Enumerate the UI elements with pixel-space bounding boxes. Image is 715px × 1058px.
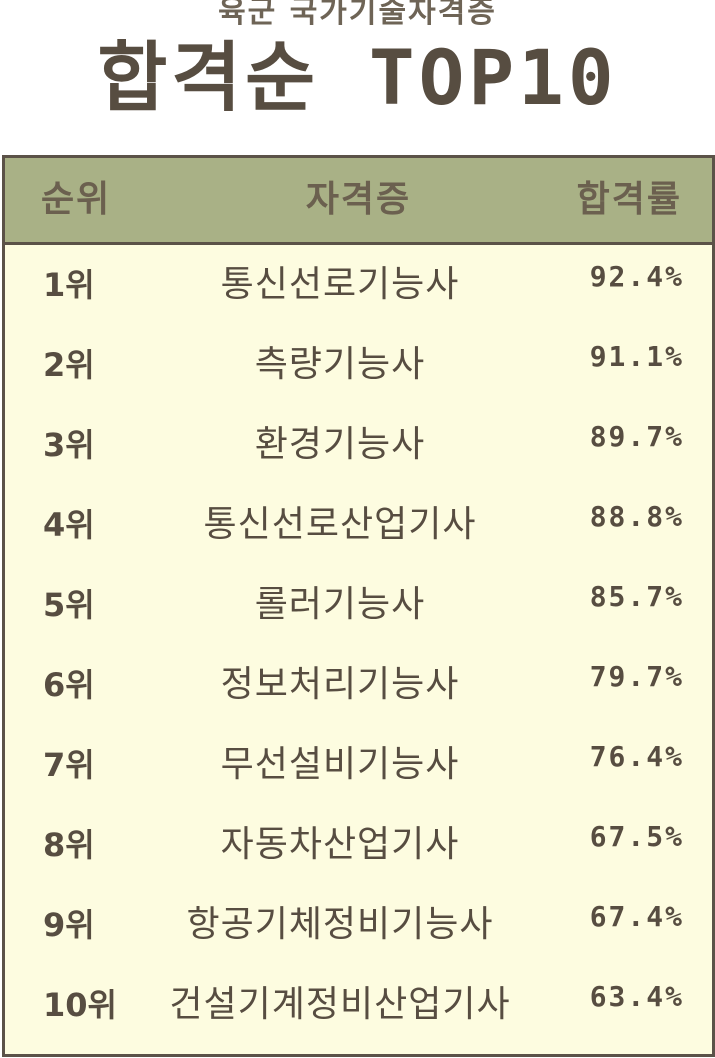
pass-rate-cell: 88.8% (589, 500, 684, 533)
pass-rate-cell: 76.4% (589, 740, 684, 773)
table-row: 9위 항공기체정비기능사 67.4% (5, 885, 712, 965)
rank-cell: 6위 (43, 666, 95, 704)
pass-rate-cell: 92.4% (589, 260, 684, 293)
page-subtitle: 육군 국가기술자격증 (218, 0, 497, 30)
rank-cell: 4위 (43, 506, 95, 544)
rank-cell: 5위 (43, 586, 95, 624)
table-header-row: 순위 자격증 합격률 (5, 158, 712, 245)
pass-rate-cell: 67.5% (589, 820, 684, 853)
table-row: 2위 측량기능사 91.1% (5, 325, 712, 405)
column-header-rank: 순위 (41, 179, 112, 220)
table-row: 4위 통신선로산업기사 88.8% (5, 485, 712, 565)
rank-cell: 1위 (43, 266, 95, 304)
rank-cell: 10위 (43, 986, 117, 1024)
certificate-name-cell: 항공기체정비기능사 (186, 904, 494, 945)
rank-cell: 2위 (43, 346, 95, 384)
table-row: 10위 건설기계정비산업기사 63.4% (5, 965, 712, 1045)
rank-cell: 7위 (43, 746, 95, 784)
pass-rate-cell: 63.4% (589, 980, 684, 1013)
column-header-pass-rate: 합격률 (576, 179, 682, 220)
rank-cell: 3위 (43, 426, 95, 464)
pass-rate-cell: 67.4% (589, 900, 684, 933)
pass-rate-cell: 89.7% (589, 420, 684, 453)
table-row: 7위 무선설비기능사 76.4% (5, 725, 712, 805)
ranking-table: 순위 자격증 합격률 1위 통신선로기능사 92.4% 2위 측량기능사 91.… (2, 155, 715, 1057)
certificate-name-cell: 자동차산업기사 (220, 824, 460, 865)
certificate-name-cell: 롤러기능사 (254, 584, 426, 625)
certificate-name-cell: 무선설비기능사 (220, 744, 460, 785)
page-header: 육군 국가기술자격증 합격순 TOP10 (0, 0, 715, 150)
pass-rate-cell: 85.7% (589, 580, 684, 613)
table-row: 8위 자동차산업기사 67.5% (5, 805, 712, 885)
page-title: 합격순 TOP10 (97, 33, 618, 122)
certificate-name-cell: 건설기계정비산업기사 (169, 984, 511, 1025)
certificate-name-cell: 정보처리기능사 (220, 664, 460, 705)
pass-rate-cell: 91.1% (589, 340, 684, 373)
table-body: 1위 통신선로기능사 92.4% 2위 측량기능사 91.1% 3위 환경기능사… (5, 245, 712, 1045)
column-header-certificate: 자격증 (305, 179, 412, 220)
table-row: 1위 통신선로기능사 92.4% (5, 245, 712, 325)
certificate-name-cell: 측량기능사 (254, 344, 426, 385)
rank-cell: 9위 (43, 906, 95, 944)
table-row: 5위 롤러기능사 85.7% (5, 565, 712, 645)
rank-cell: 8위 (43, 826, 95, 864)
certificate-name-cell: 통신선로산업기사 (203, 504, 477, 545)
pass-rate-cell: 79.7% (589, 660, 684, 693)
certificate-name-cell: 통신선로기능사 (220, 264, 460, 305)
table-row: 3위 환경기능사 89.7% (5, 405, 712, 485)
certificate-name-cell: 환경기능사 (254, 424, 426, 465)
table-row: 6위 정보처리기능사 79.7% (5, 645, 712, 725)
